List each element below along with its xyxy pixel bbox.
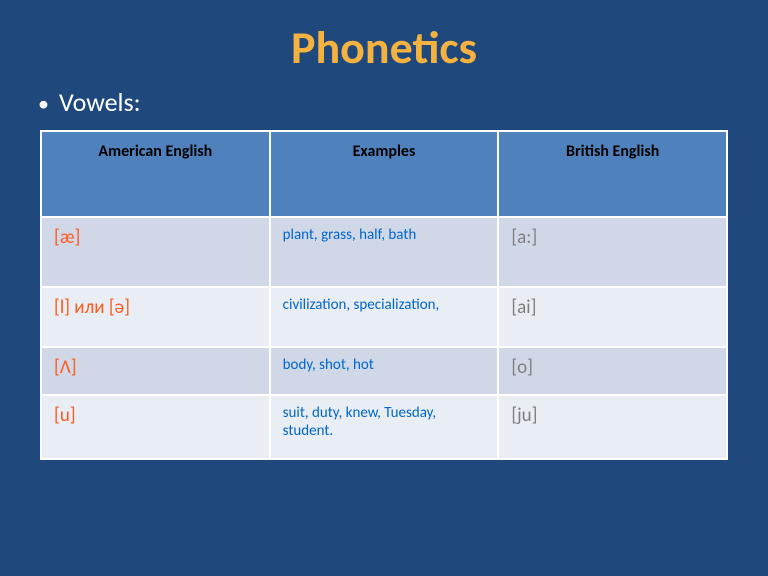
cell-british: [o]: [498, 347, 727, 395]
cell-examples: plant, grass, half, bath: [270, 217, 499, 287]
cell-british: [ju]: [498, 395, 727, 459]
cell-american: [l] или [ə]: [41, 287, 270, 347]
table-row: [Ʌ] body, shot, hot [o]: [41, 347, 727, 395]
vowels-table: American English Examples British Englis…: [40, 130, 728, 460]
table-container: American English Examples British Englis…: [0, 130, 768, 460]
cell-examples: civilization, specialization,: [270, 287, 499, 347]
cell-examples: body, shot, hot: [270, 347, 499, 395]
table-header-row: American English Examples British Englis…: [41, 131, 727, 217]
table-row: [l] или [ə] civilization, specialization…: [41, 287, 727, 347]
bullet-icon: •: [38, 90, 49, 117]
page-title: Phonetics: [0, 0, 768, 86]
subtitle-text: Vowels:: [59, 86, 141, 118]
col-examples: Examples: [270, 131, 499, 217]
col-british: British English: [498, 131, 727, 217]
table-row: [æ] plant, grass, half, bath [a:]: [41, 217, 727, 287]
cell-american: [u]: [41, 395, 270, 459]
cell-american: [Ʌ]: [41, 347, 270, 395]
cell-british: [ai]: [498, 287, 727, 347]
cell-british: [a:]: [498, 217, 727, 287]
table-row: [u] suit, duty, knew, Tuesday, student. …: [41, 395, 727, 459]
cell-examples: suit, duty, knew, Tuesday, student.: [270, 395, 499, 459]
col-american: American English: [41, 131, 270, 217]
cell-american: [æ]: [41, 217, 270, 287]
subtitle-row: • Vowels:: [0, 86, 768, 130]
